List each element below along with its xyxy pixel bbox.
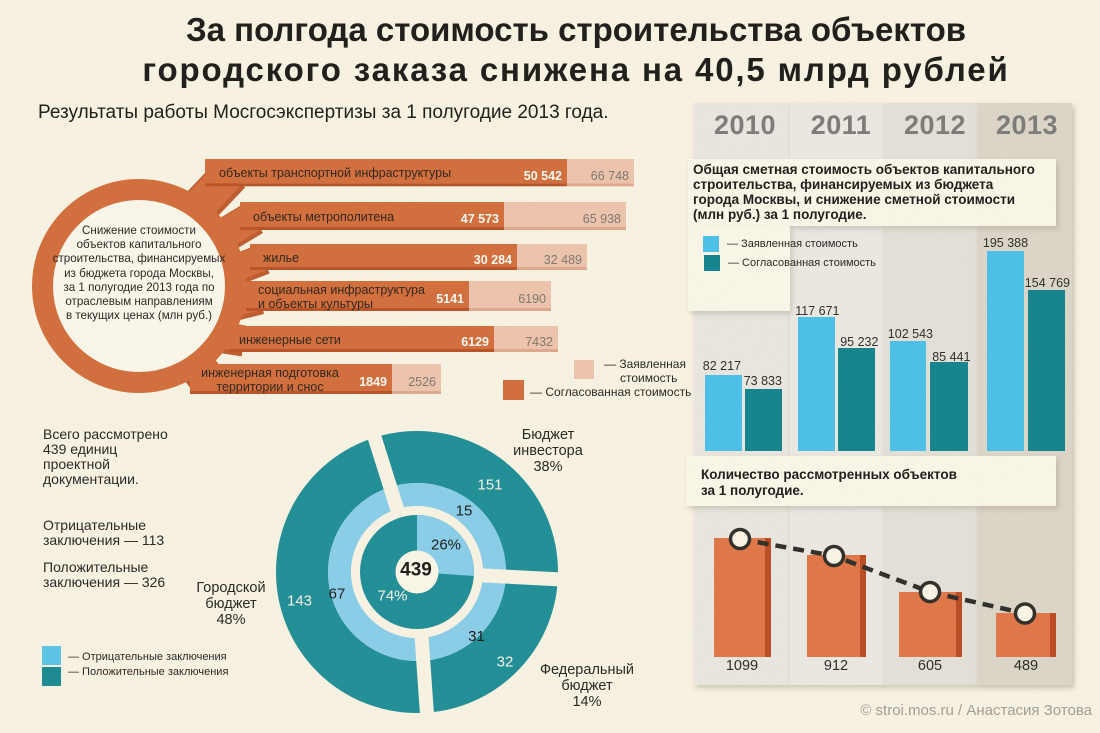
svg-text:26%: 26% [431, 537, 461, 554]
svg-text:74%: 74% [377, 588, 407, 605]
svg-text:32: 32 [497, 654, 514, 671]
svg-text:151: 151 [477, 477, 502, 494]
svg-text:15: 15 [456, 503, 473, 520]
svg-text:439: 439 [400, 560, 432, 581]
svg-text:67: 67 [329, 586, 346, 603]
svg-text:31: 31 [468, 628, 485, 645]
